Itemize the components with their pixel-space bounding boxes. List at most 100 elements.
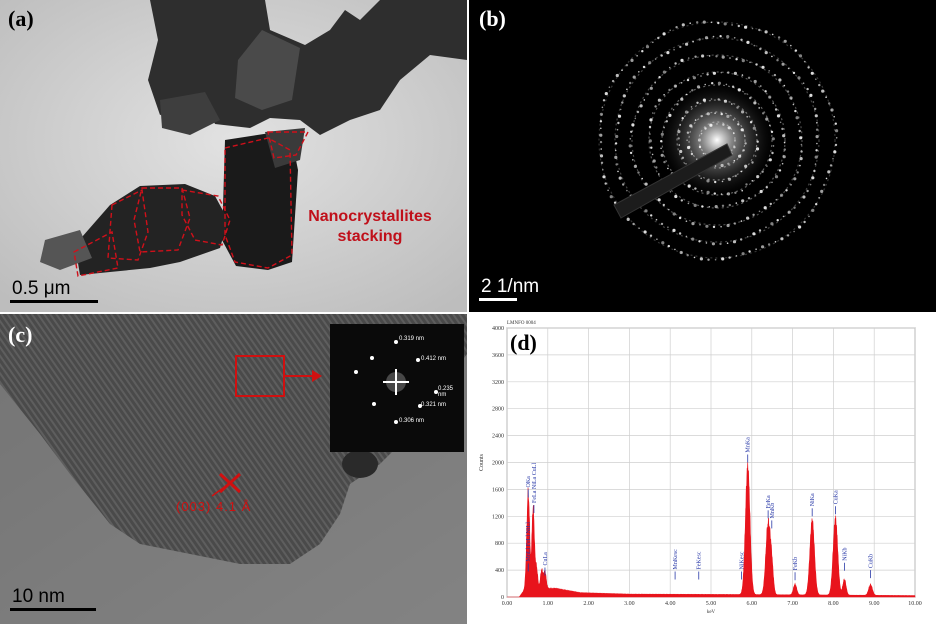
diffraction-spot — [735, 202, 738, 204]
diffraction-spot — [608, 86, 611, 88]
diffraction-spot — [746, 216, 750, 220]
panel-c-label: (c) — [8, 322, 33, 347]
diffraction-spot — [772, 102, 774, 104]
diffraction-spot — [761, 170, 764, 173]
diffraction-spot — [834, 143, 838, 147]
diffraction-spot — [758, 229, 762, 232]
diffraction-spot — [785, 189, 788, 192]
diffraction-spot — [783, 84, 786, 87]
y-tick-label: 800 — [495, 541, 504, 547]
diffraction-spot — [629, 138, 632, 140]
diffraction-spot — [676, 103, 679, 106]
diffraction-spot — [629, 81, 632, 85]
diffraction-spot — [820, 189, 824, 193]
diffraction-spot — [771, 151, 774, 155]
diffraction-spot — [667, 167, 669, 170]
diffraction-spot — [706, 73, 709, 76]
peak-label: MnKb — [770, 503, 776, 519]
x-tick-label: 9.00 — [869, 601, 880, 607]
peak-label: NiKesc — [740, 551, 746, 569]
diffraction-spot — [744, 142, 747, 145]
diffraction-spot — [604, 182, 607, 185]
diffraction-spot — [685, 235, 688, 238]
diffraction-spot — [663, 126, 665, 129]
diffraction-spot — [646, 92, 649, 96]
diffraction-spot — [626, 217, 630, 221]
diffraction-spot — [697, 138, 702, 142]
diffraction-spot — [699, 223, 701, 226]
panel-b-diffraction: (b) 2 1/nm — [469, 0, 936, 312]
diffraction-spot — [776, 219, 779, 222]
diffraction-spot — [663, 160, 666, 164]
x-tick-label: 2.00 — [583, 601, 594, 607]
diffraction-spot — [792, 103, 795, 106]
diffraction-spot — [692, 76, 696, 80]
diffraction-spot — [673, 48, 675, 51]
diffraction-spot — [727, 126, 731, 130]
diffraction-spot — [774, 241, 777, 243]
diffraction-spot — [811, 176, 815, 180]
scale-bar-label-b: 2 1/nm — [481, 276, 540, 297]
diffraction-spot — [622, 183, 625, 186]
diffraction-spot — [652, 112, 654, 114]
y-tick-label: 1200 — [492, 514, 504, 520]
diffraction-spot — [714, 180, 717, 184]
diffraction-spot — [772, 145, 775, 147]
diffraction-spot — [644, 209, 648, 213]
diffraction-spot — [765, 226, 767, 228]
diffraction-spot — [691, 237, 695, 241]
diffraction-spot — [814, 107, 817, 111]
diffraction-spot — [790, 184, 792, 186]
diffraction-spot — [737, 123, 740, 126]
diffraction-spot — [689, 22, 691, 25]
diffraction-spot — [621, 101, 624, 104]
diffraction-spot — [615, 73, 619, 78]
diffraction-spot — [711, 242, 715, 246]
diffraction-spot — [694, 187, 697, 190]
diffraction-spot — [777, 36, 781, 39]
diffraction-spot — [669, 191, 672, 193]
diffraction-spot — [694, 119, 697, 121]
diffraction-spot — [719, 35, 722, 38]
diffraction-spot — [798, 201, 801, 204]
diffraction-spot — [825, 96, 827, 98]
diffraction-spot — [625, 63, 629, 67]
diffraction-spot — [698, 240, 701, 243]
diffraction-spot — [679, 124, 681, 126]
diffraction-spot — [821, 89, 825, 93]
diffraction-spot — [741, 59, 745, 63]
x-tick-label: 1.00 — [543, 601, 554, 607]
diffraction-spot — [726, 114, 730, 118]
peak-label: MnKa — [746, 437, 752, 453]
diffraction-spot — [741, 74, 744, 76]
diffraction-spot — [728, 203, 731, 207]
diffraction-spot — [734, 174, 737, 178]
diffraction-spot — [681, 156, 685, 159]
diffraction-spot — [705, 242, 708, 244]
diffraction-spot — [660, 222, 664, 226]
lattice-spacing-label: (003) 4.1 Å — [176, 499, 252, 514]
diffraction-spot — [814, 114, 818, 118]
diffraction-spot — [747, 76, 751, 80]
diffraction-spot — [753, 101, 757, 105]
diffraction-spot — [735, 255, 738, 257]
fft-label-5: 0.306 nm — [399, 418, 425, 424]
diffraction-spot — [834, 122, 837, 125]
diffraction-spot — [617, 121, 620, 125]
diffraction-spot — [713, 192, 716, 195]
diffraction-spot — [681, 23, 685, 27]
diffraction-spot — [643, 99, 646, 101]
diffraction-spot — [642, 65, 646, 69]
diffraction-spot — [815, 128, 819, 131]
diffraction-spot — [712, 225, 716, 229]
diffraction-spot — [680, 82, 683, 84]
diffraction-spot — [661, 241, 665, 245]
diffraction-spot — [815, 203, 818, 206]
diffraction-spot — [796, 171, 799, 174]
diffraction-spot — [634, 117, 637, 120]
diffraction-spot — [626, 189, 628, 192]
diffraction-spot — [833, 150, 837, 154]
x-axis-label: keV — [707, 610, 716, 615]
diffraction-spot — [790, 44, 792, 47]
diffraction-spot — [813, 169, 816, 173]
